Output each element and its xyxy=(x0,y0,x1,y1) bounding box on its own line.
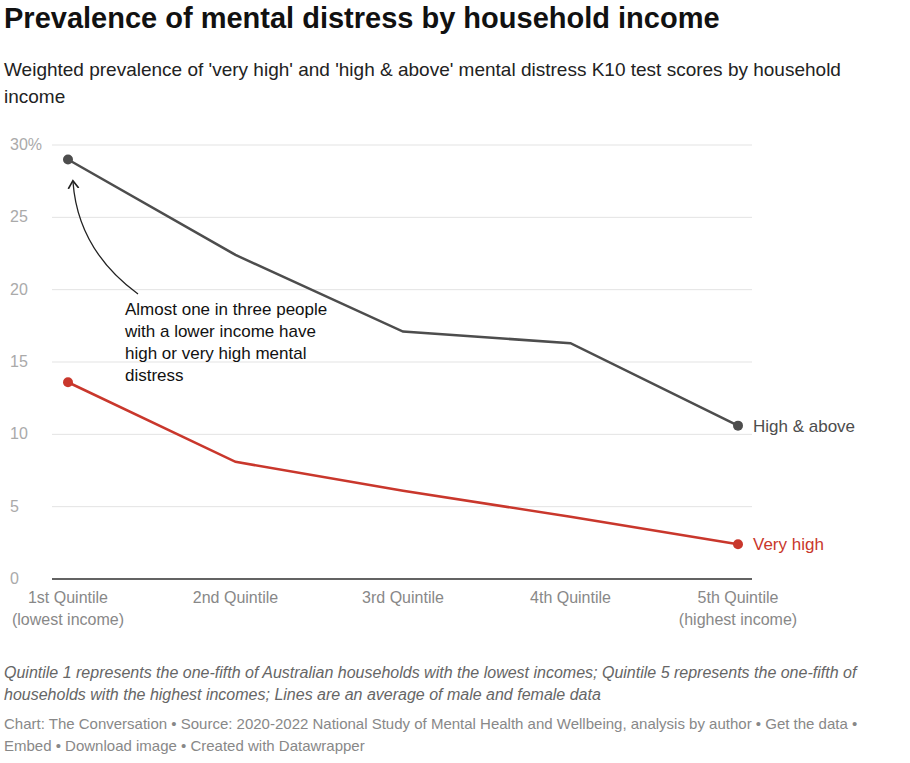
svg-text:4th Quintile: 4th Quintile xyxy=(530,589,611,606)
svg-text:5th Quintile: 5th Quintile xyxy=(698,589,779,606)
svg-text:15: 15 xyxy=(10,353,28,370)
html-text:Prevalence of mental distress: Prevalence of mental distress by househo… xyxy=(4,2,720,34)
svg-text:5: 5 xyxy=(10,498,19,515)
svg-text:Very high: Very high xyxy=(753,535,824,554)
svg-text:1st Quintile: 1st Quintile xyxy=(28,589,108,606)
svg-text:30%: 30% xyxy=(10,136,42,153)
svg-text:(lowest income): (lowest income) xyxy=(12,611,124,628)
html-text:Quintile 1 represents the one-: Quintile 1 represents the one-fifth of A… xyxy=(4,664,857,703)
html-text:Chart: The Conversation • Sour: Chart: The Conversation • Source: 2020-2… xyxy=(4,715,858,754)
svg-text:(highest income): (highest income) xyxy=(679,611,797,628)
html-text:Almost one in three people wit: Almost one in three people with a lower … xyxy=(125,300,328,385)
svg-text:High & above: High & above xyxy=(753,417,855,436)
svg-text:2nd Quintile: 2nd Quintile xyxy=(193,589,278,606)
svg-text:3rd Quintile: 3rd Quintile xyxy=(362,589,444,606)
html-text:Weighted prevalence of 'very h: Weighted prevalence of 'very high' and '… xyxy=(4,59,841,107)
svg-text:20: 20 xyxy=(10,281,28,298)
svg-text:0: 0 xyxy=(10,570,19,587)
svg-text:10: 10 xyxy=(10,425,28,442)
svg-text:25: 25 xyxy=(10,208,28,225)
